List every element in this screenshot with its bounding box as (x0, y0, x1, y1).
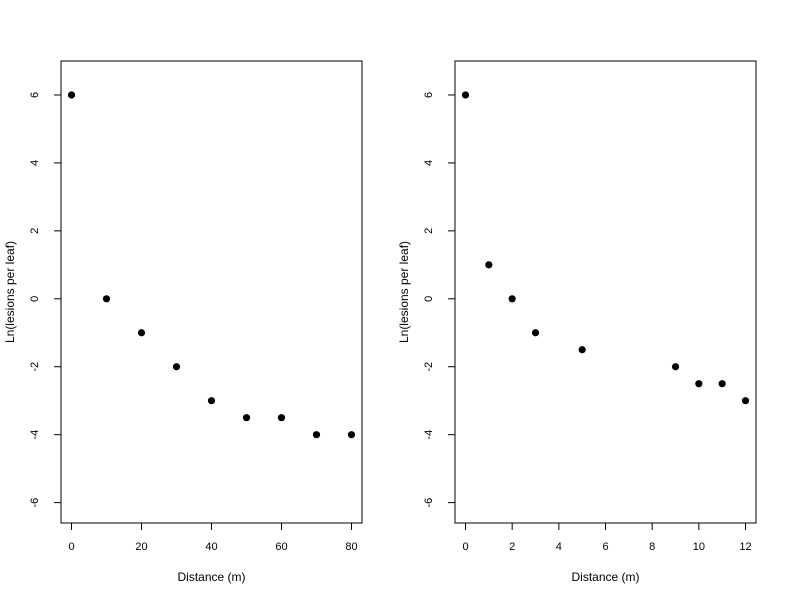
right-x-tick-label: 6 (602, 541, 608, 553)
right-x-tick-label: 0 (462, 541, 468, 553)
left-plot-marks: 0 20 40 60 80 -6 -4 -2 0 2 4 6 (29, 91, 358, 553)
left-data-point (172, 363, 181, 371)
left-y-axis-title: Ln(lesions per leaf) (3, 241, 17, 343)
left-y-tick-label: -6 (29, 498, 41, 508)
right-data-point (695, 380, 703, 388)
left-y-tick-label: -2 (29, 362, 41, 372)
right-plot-frame (454, 60, 757, 524)
right-x-axis-title: Distance (m) (571, 570, 639, 584)
right-y-tick-label: -4 (423, 430, 435, 440)
right-data-point (531, 329, 540, 337)
left-x-tick-label: 0 (68, 541, 74, 553)
left-data-point (312, 431, 321, 439)
right-data-point (508, 295, 516, 303)
right-data-point (718, 380, 726, 388)
right-data-point (741, 397, 750, 405)
right-data-point (485, 261, 493, 269)
right-x-tick-label: 10 (693, 541, 705, 553)
right-y-tick-label: -6 (423, 498, 435, 508)
right-data-point (671, 363, 680, 371)
left-y-tick-label: 0 (29, 296, 41, 302)
right-data-point (461, 91, 470, 99)
left-x-axis-title: Distance (m) (177, 570, 245, 584)
left-y-tick-label: -4 (29, 430, 41, 440)
left-data-point (137, 329, 146, 337)
right-plot-marks: 0 2 4 6 8 10 12 -6 -4 -2 0 2 4 6 (423, 91, 752, 553)
right-y-tick-label: 0 (423, 296, 435, 302)
left-x-tick-label: 20 (135, 541, 147, 553)
right-data-point (578, 346, 586, 354)
right-y-tick-label: 6 (423, 92, 435, 98)
right-y-axis-title: Ln(lesions per leaf) (397, 241, 411, 343)
right-x-tick-label: 4 (556, 541, 562, 553)
left-panel: 0 20 40 60 80 -6 -4 -2 0 2 4 6 Distance (m) Ln(lesi… (3, 60, 363, 584)
left-data-point (67, 91, 76, 99)
left-x-tick-label: 80 (345, 541, 357, 553)
left-data-point (207, 397, 216, 405)
left-y-tick-label: 6 (29, 92, 41, 98)
right-y-tick-label: 4 (423, 160, 435, 166)
left-data-point (277, 414, 286, 422)
left-x-tick-label: 40 (205, 541, 217, 553)
left-y-tick-label: 2 (29, 228, 41, 234)
left-data-point (102, 295, 111, 303)
right-y-tick-label: 2 (423, 228, 435, 234)
left-x-tick-label: 60 (275, 541, 287, 553)
right-panel: 0 2 4 6 8 10 12 -6 -4 -2 0 2 4 6 Distance (m) Ln(lesi… (397, 60, 757, 584)
right-x-tick-label: 12 (739, 541, 751, 553)
left-data-point (347, 431, 356, 439)
left-data-point (242, 414, 251, 422)
left-y-tick-label: 4 (29, 160, 41, 166)
right-x-tick-label: 2 (509, 541, 515, 553)
right-y-tick-label: -2 (423, 362, 435, 372)
left-plot-frame (60, 60, 363, 524)
right-x-tick-label: 8 (649, 541, 655, 553)
